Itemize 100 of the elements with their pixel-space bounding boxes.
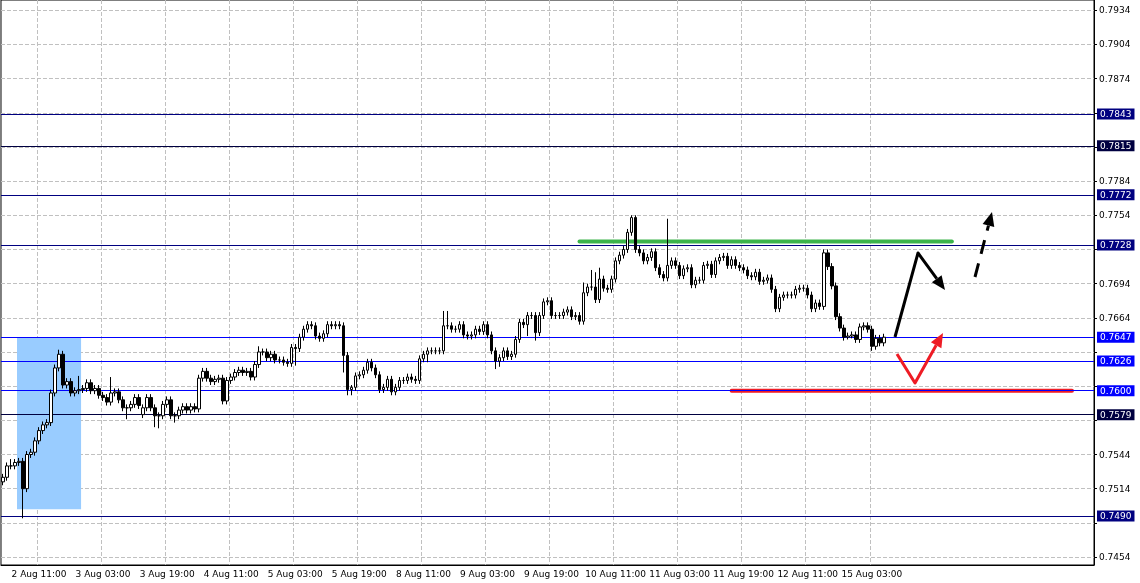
candlestick	[13, 458, 17, 470]
ref-line-label: 0.7815	[1100, 140, 1132, 151]
candlestick	[442, 310, 445, 355]
candlestick	[426, 346, 429, 363]
candlestick	[822, 248, 826, 311]
ref-line-label: 0.7600	[1100, 385, 1132, 396]
candlestick	[634, 214, 637, 254]
candlestick	[410, 373, 413, 384]
candlestick	[237, 366, 241, 377]
candlestick	[582, 282, 585, 326]
x-tick-label: 2 Aug 11:00	[11, 568, 67, 579]
candlestick	[850, 330, 854, 339]
candlestick	[89, 378, 93, 395]
candlestick	[594, 271, 597, 304]
candlestick	[562, 308, 565, 320]
y-tick-label: 0.7514	[1099, 483, 1131, 494]
candlestick	[678, 261, 681, 280]
candlestick	[690, 263, 693, 289]
candlestick	[97, 384, 101, 400]
x-tick-label: 12 Aug 11:00	[777, 568, 839, 579]
candlestick	[133, 393, 137, 409]
x-tick-label: 5 Aug 19:00	[331, 568, 388, 579]
candlestick	[269, 350, 273, 362]
candlestick	[750, 271, 753, 281]
ref-line-label: 0.7579	[1100, 409, 1132, 420]
candlestick	[225, 376, 229, 405]
x-tick-label: 11 Aug 19:00	[713, 568, 775, 579]
y-tick-label: 0.7934	[1099, 5, 1131, 16]
y-tick-label: 0.7664	[1099, 312, 1131, 323]
candlestick	[406, 373, 409, 385]
candlestick	[446, 310, 449, 330]
x-tick-label: 9 Aug 19:00	[524, 568, 580, 579]
candlestick	[233, 368, 237, 381]
candlestick	[5, 461, 9, 482]
y-tick-label: 0.7904	[1099, 39, 1131, 50]
x-tick-label: 9 Aug 03:00	[459, 568, 516, 579]
candlestick	[245, 367, 249, 377]
candlestick	[109, 376, 113, 407]
x-tick-label: 11 Aug 03:00	[649, 568, 711, 579]
x-tick-label: 3 Aug 03:00	[75, 568, 131, 579]
candlestick	[482, 320, 485, 336]
candlestick	[870, 325, 874, 352]
candlestick	[213, 375, 217, 386]
candlestick	[221, 374, 225, 405]
candlestick	[366, 358, 369, 375]
candlestick	[169, 395, 173, 420]
candlestick	[858, 323, 862, 344]
x-tick-label: 15 Aug 03:00	[841, 568, 903, 579]
x-tick-label: 5 Aug 03:00	[267, 568, 324, 579]
candlestick	[734, 255, 737, 270]
y-tick-label: 0.7874	[1099, 73, 1131, 84]
candlestick	[241, 366, 245, 377]
candlestick	[570, 305, 573, 321]
candlestick	[798, 284, 801, 294]
candlestick	[398, 376, 401, 392]
x-tick-label: 4 Aug 11:00	[203, 568, 259, 579]
candlestick	[185, 402, 189, 414]
candlestick	[474, 325, 477, 339]
candlestick	[326, 320, 329, 338]
candlestick	[354, 371, 357, 392]
candlestick	[390, 375, 393, 396]
candlestick	[598, 267, 601, 304]
candlestick	[85, 378, 89, 393]
ref-line-label: 0.7626	[1100, 356, 1132, 367]
y-tick-label: 0.7784	[1099, 176, 1131, 187]
x-tick-label: 10 Aug 11:00	[585, 568, 647, 579]
candlestick	[666, 218, 669, 282]
candlestick	[205, 367, 209, 383]
candlestick	[478, 325, 481, 336]
candlestick	[726, 252, 729, 270]
candlestick	[462, 320, 465, 339]
candlestick	[878, 334, 882, 347]
candlestick	[506, 346, 509, 361]
candlestick	[682, 264, 685, 280]
candlestick	[730, 255, 733, 270]
candlestick	[470, 330, 473, 340]
candlestick	[458, 320, 461, 334]
y-tick-label: 0.7754	[1099, 210, 1131, 221]
candlestick	[566, 305, 569, 317]
candlestick	[77, 375, 81, 395]
candlestick	[69, 377, 73, 397]
candlestick	[550, 296, 553, 320]
candlestick	[710, 260, 713, 279]
candlestick	[758, 268, 761, 286]
candlestick	[754, 268, 757, 281]
candlestick	[189, 402, 193, 414]
candlestick	[794, 285, 797, 299]
candlestick	[418, 354, 421, 385]
ref-line-label: 0.7843	[1100, 108, 1132, 119]
ref-line-label: 0.7772	[1100, 189, 1132, 200]
candlestick	[642, 248, 645, 265]
candlestick	[314, 321, 317, 340]
x-tick-label: 8 Aug 11:00	[395, 568, 452, 579]
candlestick	[386, 375, 389, 392]
candlestick	[746, 266, 749, 280]
candlestick	[177, 406, 181, 420]
ref-line-label: 0.7647	[1100, 332, 1132, 343]
candlestick	[714, 256, 717, 279]
y-tick-label: 0.7694	[1099, 278, 1131, 289]
candlestick	[61, 350, 65, 389]
